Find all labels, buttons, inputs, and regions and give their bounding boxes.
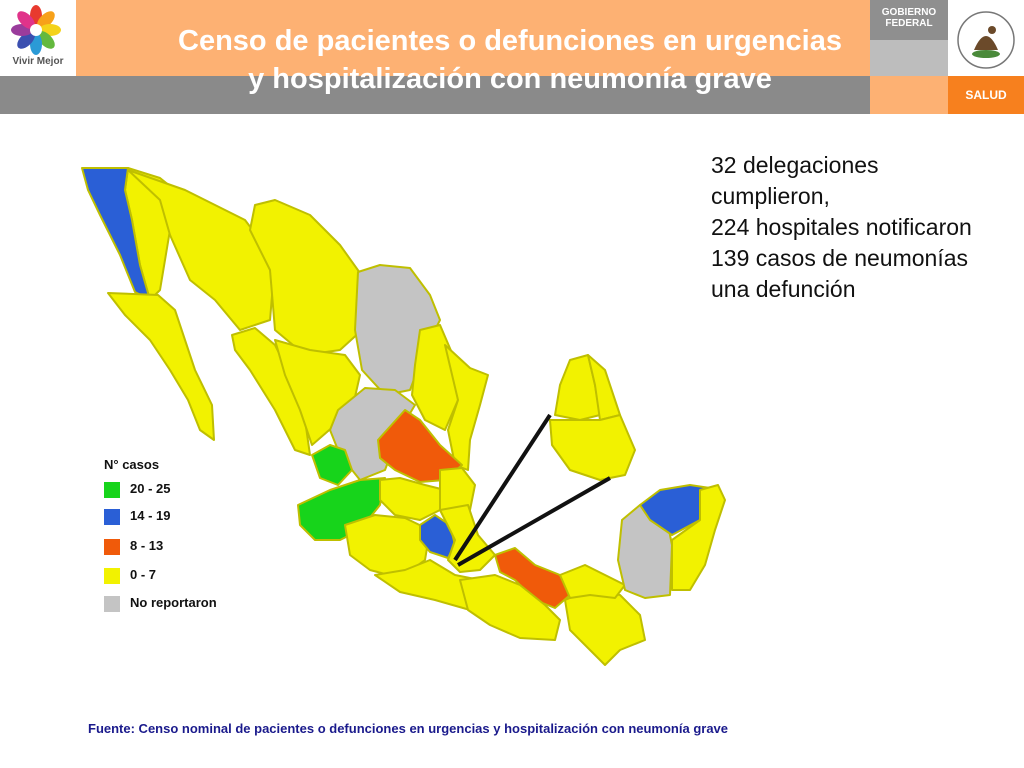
title-line-2: y hospitalización con neumonía grave <box>248 63 772 95</box>
legend-label: 8 - 13 <box>130 538 164 553</box>
map-region-nuevo-leon <box>411 324 459 431</box>
mexico-map <box>81 167 726 666</box>
header-gray-bar <box>0 76 870 114</box>
summary-line-2: cumplieron, <box>711 183 830 209</box>
map-region-tamaulipas <box>444 344 489 471</box>
legend-item: 8 - 13 <box>104 538 164 555</box>
summary-text-block: 32 delegaciones cumplieron, 224 hospital… <box>711 150 1021 305</box>
map-legend: N° casos 20 - 25 14 - 19 8 - 13 0 - 7 No… <box>104 457 217 612</box>
map-region-df-inset-3 <box>549 414 636 481</box>
national-seal <box>948 0 1024 76</box>
legend-swatch <box>104 481 120 498</box>
map-region-chihuahua <box>249 199 366 356</box>
map-region-oaxaca-north <box>494 547 571 609</box>
legend-item: No reportaron <box>104 595 217 612</box>
vivir-mejor-logo: Vivir Mejor <box>0 0 76 76</box>
gov-line-1: GOBIERNO <box>881 7 937 18</box>
legend-item: 20 - 25 <box>104 481 171 498</box>
legend-swatch <box>104 567 120 584</box>
legend-item: 14 - 19 <box>104 508 171 525</box>
map-region-sonora <box>127 169 276 331</box>
map-region-tabasco <box>559 564 626 599</box>
map-region-quintana-roo <box>671 484 726 591</box>
salud-badge: SALUD <box>948 76 1024 114</box>
legend-label: 0 - 7 <box>130 567 157 582</box>
gov-line-2: FEDERAL <box>885 18 933 29</box>
legend-swatch <box>104 508 120 525</box>
legend-label: 14 - 19 <box>130 508 171 523</box>
flower-icon <box>11 5 61 55</box>
legend-title: N° casos <box>104 457 160 472</box>
source-footnote: Fuente: Censo nominal de pacientes o def… <box>88 721 729 736</box>
summary-line-4: 139 casos de neumonías <box>711 245 969 271</box>
gov-gray-block <box>870 40 948 76</box>
summary-line-1: 32 delegaciones <box>711 152 879 178</box>
legend-item: 0 - 7 <box>104 567 157 584</box>
title-line-1: Censo de pacientes o defunciones en urge… <box>178 25 842 57</box>
header-orange-bar <box>76 0 870 76</box>
inset-connector-line-1 <box>453 413 552 562</box>
map-region-sinaloa <box>231 327 311 456</box>
map-region-chiapas <box>564 589 646 666</box>
summary-line-5: una defunción <box>711 276 856 302</box>
eagle-seal-icon <box>957 11 1015 69</box>
legend-swatch <box>104 538 120 555</box>
inset-connector-line-2 <box>457 476 611 567</box>
map-region-aguascalientes-guanajuato <box>379 477 446 521</box>
map-region-michoacan <box>344 514 431 579</box>
legend-label: 20 - 25 <box>130 481 171 496</box>
summary-line-3: 224 hospitales notificaron <box>711 214 972 240</box>
gobierno-federal-badge: GOBIERNO FEDERAL <box>870 0 948 40</box>
map-region-nayarit <box>311 444 353 486</box>
map-region-oaxaca <box>459 574 561 641</box>
legend-label: No reportaron <box>130 595 217 610</box>
brand-label: Vivir Mejor <box>12 56 64 67</box>
legend-swatch <box>104 595 120 612</box>
page-title: Censo de pacientes o defunciones en urge… <box>90 22 930 98</box>
map-region-baja-california-sur <box>107 292 215 441</box>
gov-orange-block <box>870 76 948 114</box>
